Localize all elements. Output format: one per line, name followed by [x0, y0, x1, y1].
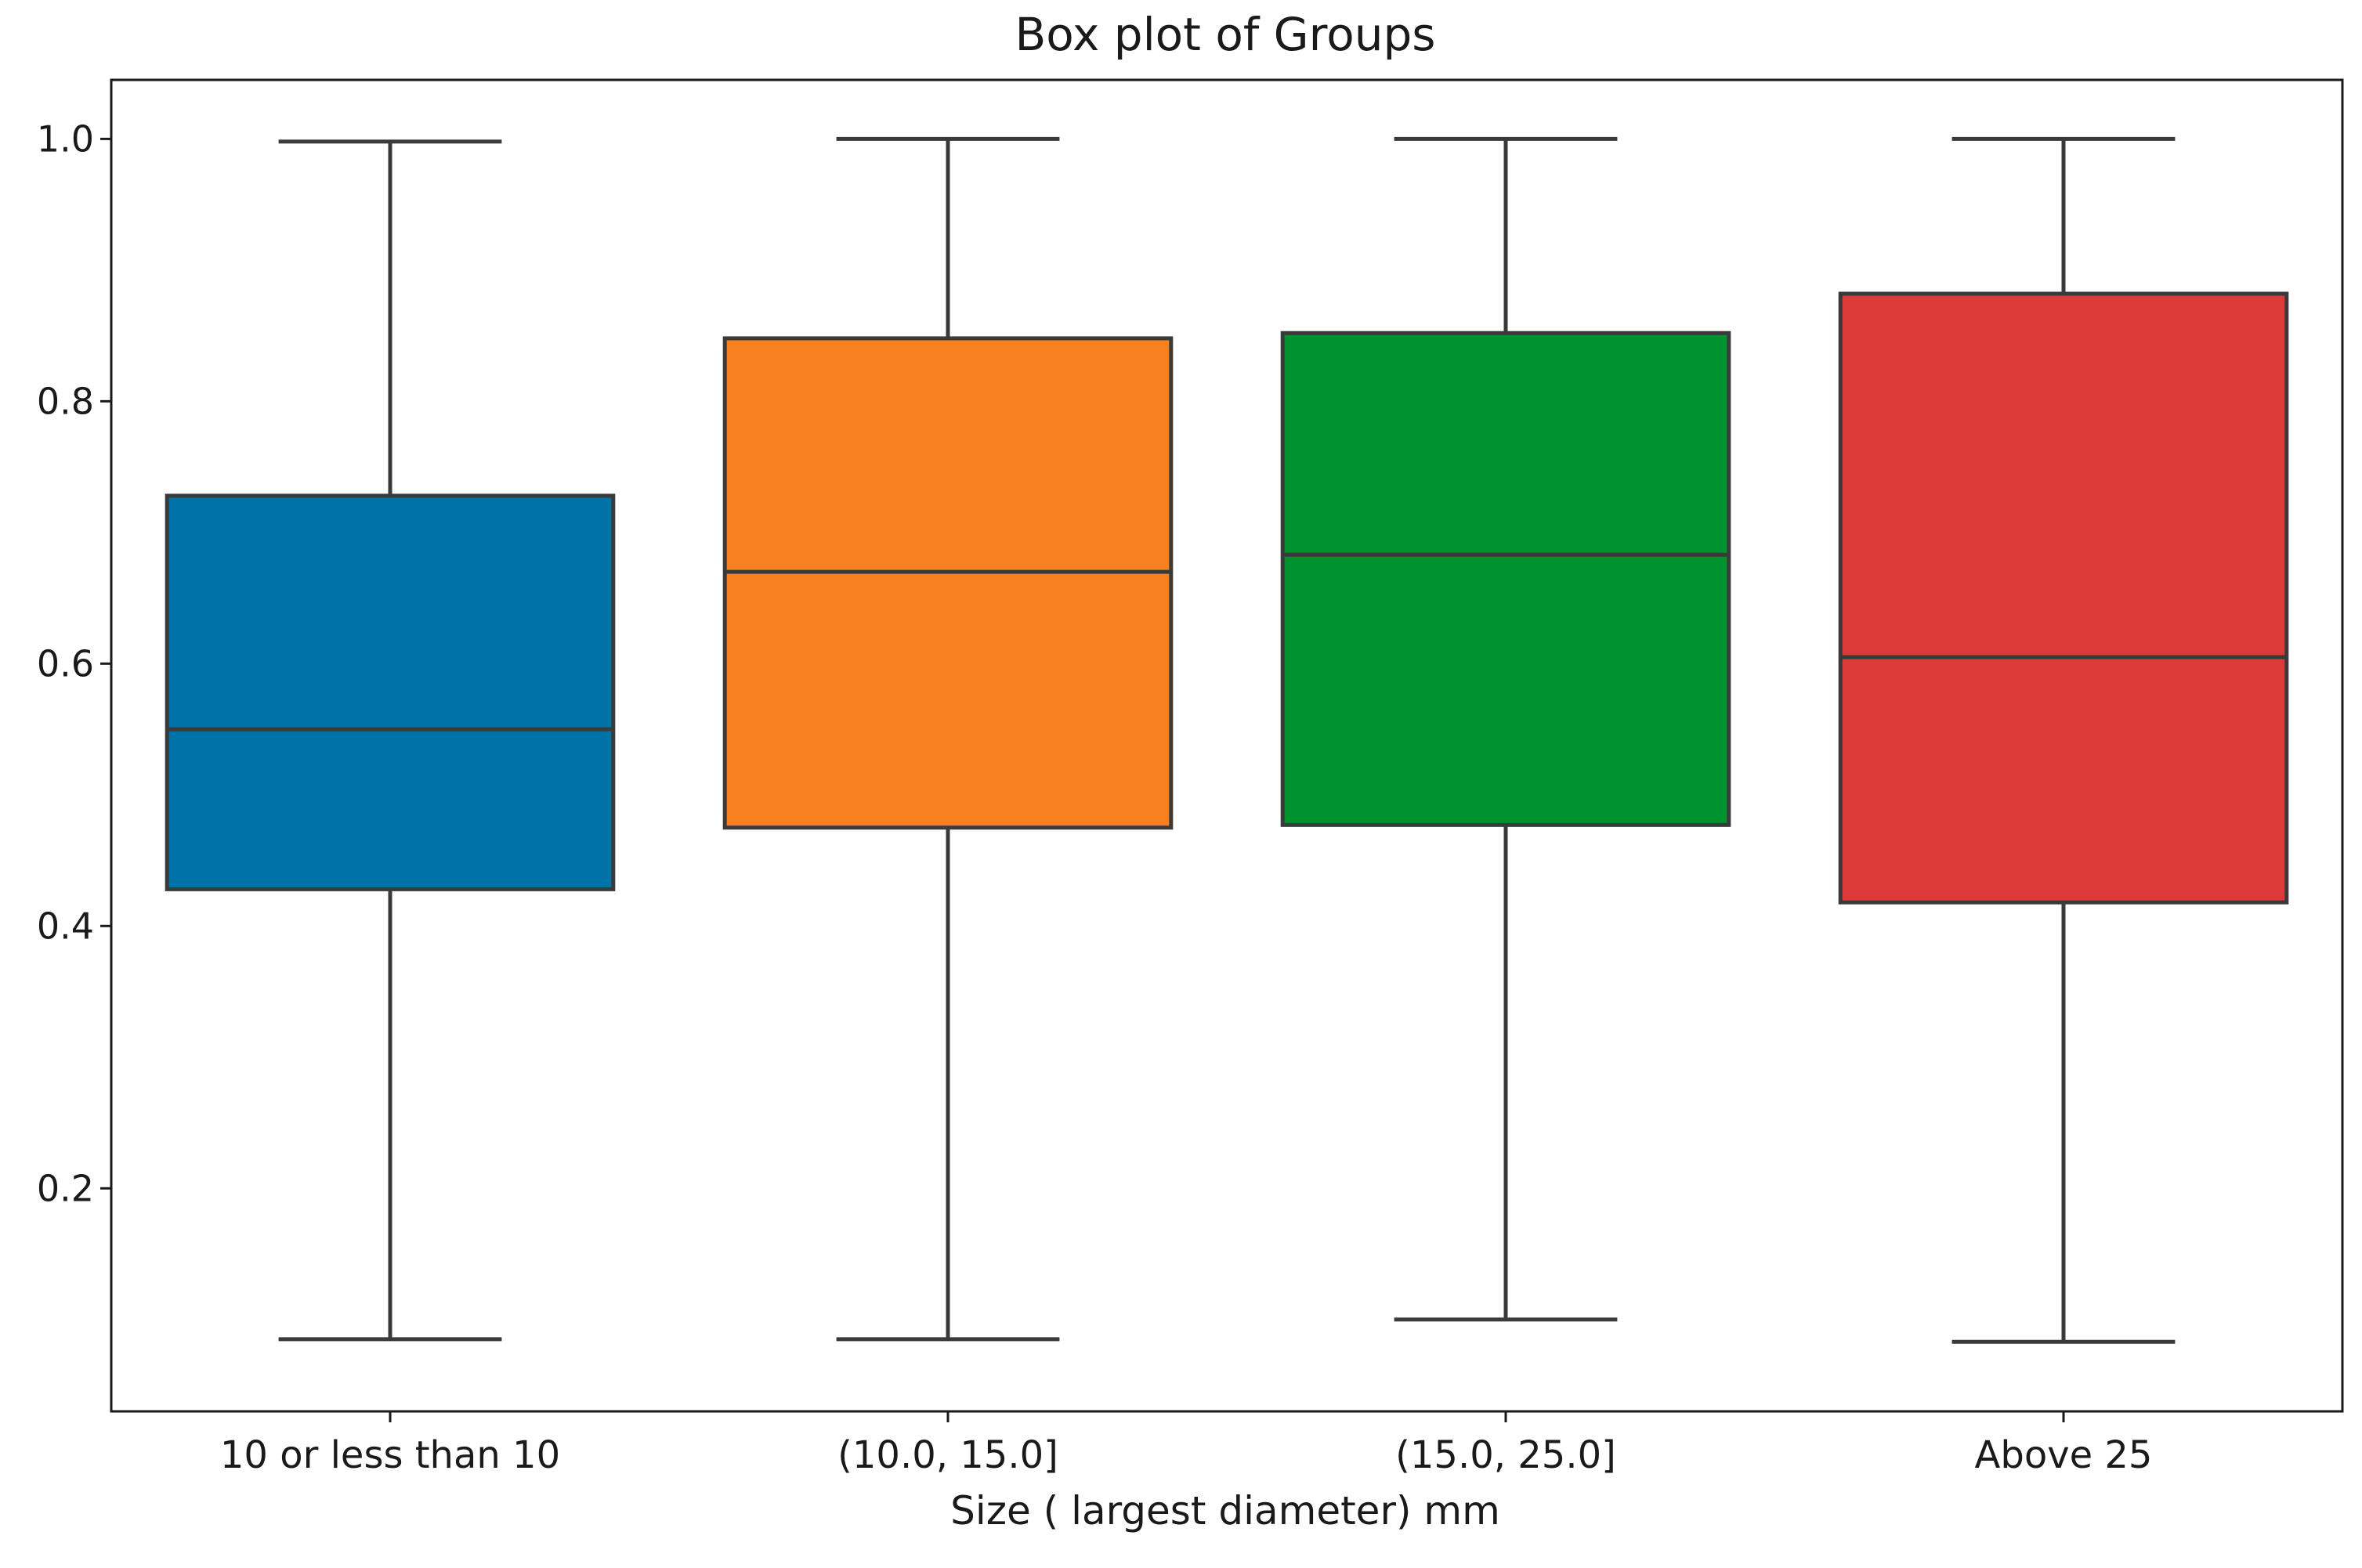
plot-frame — [110, 78, 2344, 1413]
x-axis-label: Size ( largest diameter) mm — [950, 1488, 1500, 1534]
x-tick-label: (10.0, 15.0] — [837, 1433, 1058, 1477]
iqr-box — [1280, 331, 1731, 827]
y-tick-label: 1.0 — [37, 117, 94, 160]
x-axis: 10 or less than 10 (10.0, 15.0] (15.0, 25.… — [220, 1411, 2153, 1477]
x-tick-label: 10 or less than 10 — [220, 1433, 560, 1477]
iqr-box — [165, 493, 616, 891]
y-tick-label: 0.6 — [37, 642, 94, 685]
box-group — [165, 139, 616, 1342]
box-group — [1280, 136, 1731, 1322]
y-tick-label: 0.2 — [37, 1167, 94, 1209]
box-group — [1838, 136, 2289, 1344]
y-axis: 0.2 0.4 0.6 0.8 1.0 — [37, 117, 111, 1209]
boxes-layer — [165, 136, 2289, 1344]
iqr-box — [1838, 291, 2289, 905]
y-tick-label: 0.4 — [37, 905, 94, 947]
chart-title: Box plot of Groups — [1015, 8, 1436, 61]
x-tick-label: Above 25 — [1975, 1433, 2153, 1477]
y-tick-label: 0.8 — [37, 380, 94, 422]
iqr-box — [722, 336, 1174, 830]
box-group — [722, 136, 1174, 1342]
x-tick-label: (15.0, 25.0] — [1395, 1433, 1616, 1477]
